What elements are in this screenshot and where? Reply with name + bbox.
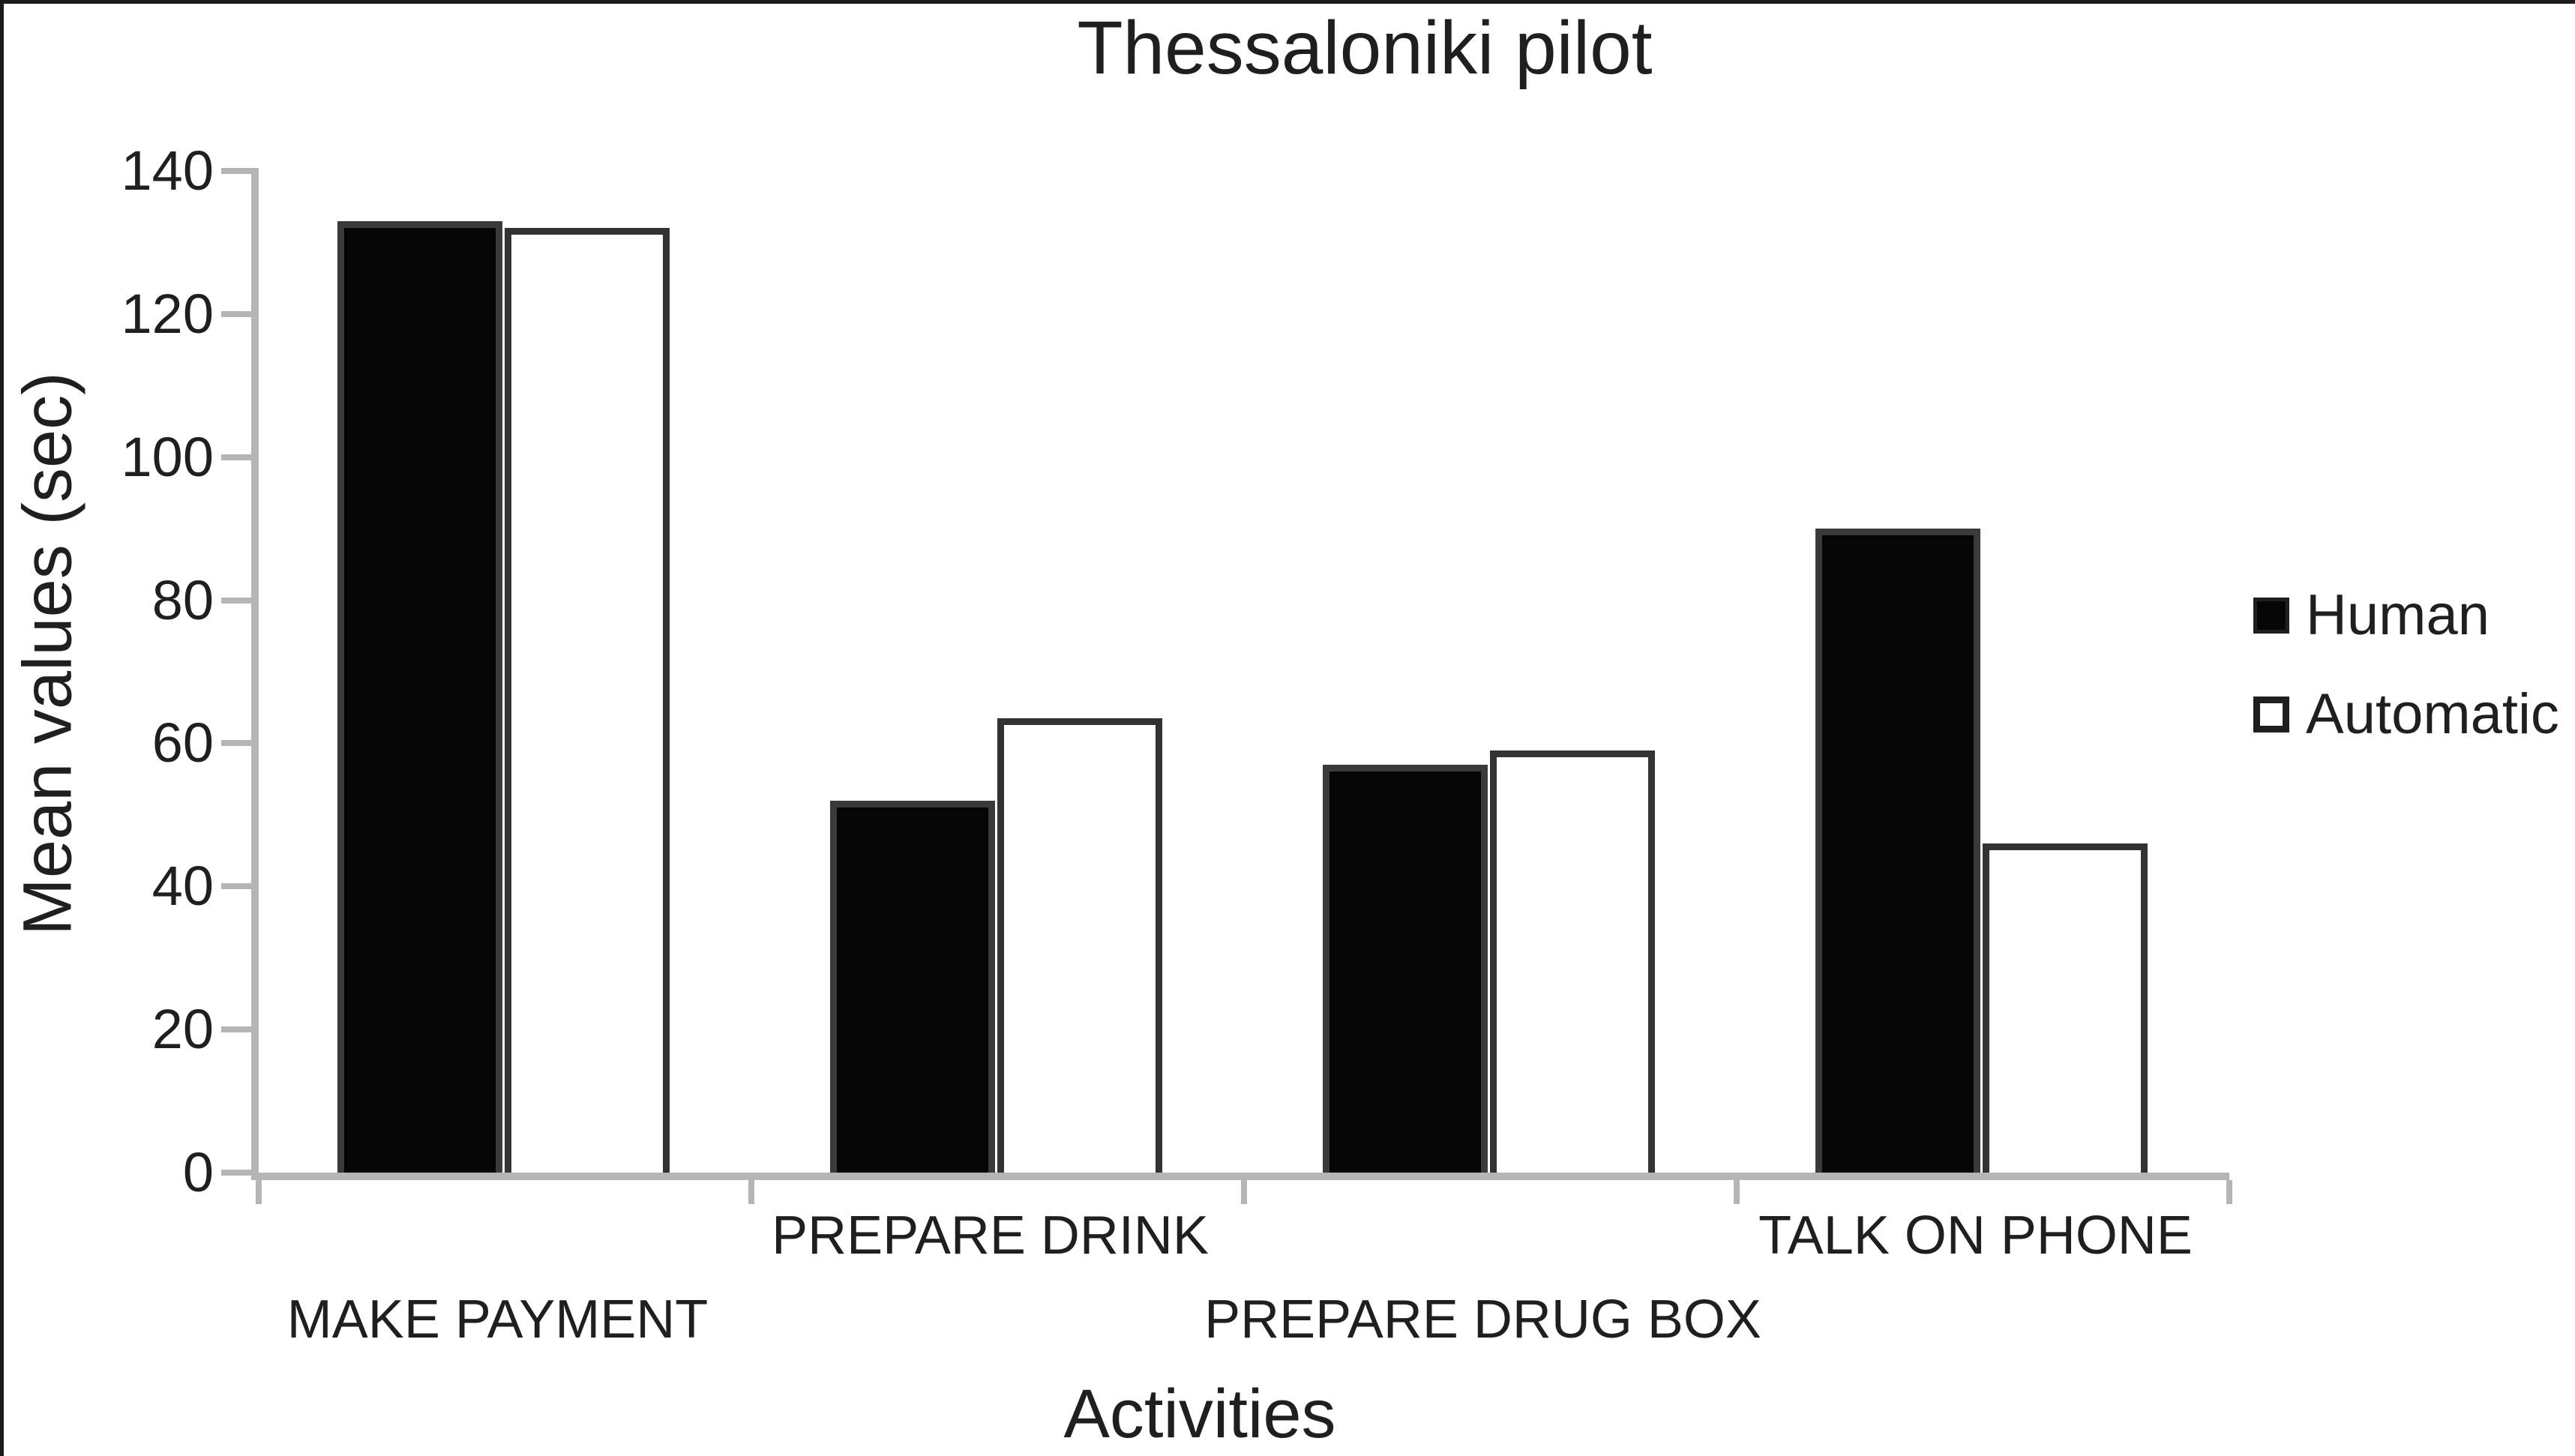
- chart-title: Thessaloniki pilot: [1077, 6, 1653, 90]
- x-axis-boundary-tick-1: [748, 1180, 754, 1204]
- y-tick-label-80: 80: [151, 568, 214, 631]
- x-label-prepare-drink: PREPARE DRINK: [772, 1206, 1209, 1266]
- y-tick-label-60: 60: [151, 712, 214, 774]
- y-tick-140: [221, 168, 259, 174]
- y-tick-100: [221, 454, 259, 460]
- x-axis-boundary-tick-2: [1241, 1180, 1247, 1204]
- x-axis-boundary-tick-0: [256, 1180, 262, 1204]
- x-label-talk-on-phone: TALK ON PHONE: [1758, 1206, 2193, 1266]
- bar-human-prepare-drink: [830, 801, 995, 1173]
- legend-swatch-human-icon: [2253, 598, 2289, 634]
- figure-top-border: [0, 0, 2575, 4]
- y-tick-80: [221, 597, 259, 604]
- legend-item-automatic: Automatic: [2253, 686, 2559, 743]
- y-tick-label-0: 0: [182, 1141, 214, 1203]
- x-axis-boundary-tick-3: [1734, 1180, 1740, 1204]
- y-tick-label-40: 40: [151, 855, 214, 918]
- bar-automatic-prepare-drug-box: [1490, 750, 1655, 1173]
- figure-left-border: [0, 0, 4, 1456]
- bar-human-make-payment: [337, 221, 502, 1173]
- x-axis-boundary-tick-4: [2226, 1180, 2232, 1204]
- bar-automatic-prepare-drink: [997, 718, 1162, 1173]
- bar-automatic-talk-on-phone: [1983, 843, 2148, 1173]
- y-tick-40: [221, 883, 259, 890]
- y-tick-label-20: 20: [151, 998, 214, 1061]
- y-tick-60: [221, 740, 259, 747]
- x-label-make-payment: MAKE PAYMENT: [286, 1290, 709, 1350]
- plot-area: [221, 168, 2232, 1204]
- legend-item-human: Human: [2253, 587, 2559, 644]
- legend: Human Automatic: [2253, 587, 2559, 743]
- bar-human-talk-on-phone: [1815, 529, 1980, 1173]
- y-tick-label-100: 100: [121, 425, 214, 488]
- legend-label-automatic: Automatic: [2306, 682, 2559, 746]
- bar-human-prepare-drug-box: [1323, 765, 1488, 1173]
- y-tick-120: [221, 310, 259, 317]
- y-tick-label-140: 140: [121, 139, 214, 202]
- x-label-prepare-drug-box: PREPARE DRUG BOX: [1204, 1290, 1761, 1350]
- y-tick-label-120: 120: [121, 282, 214, 345]
- legend-swatch-automatic-icon: [2253, 697, 2289, 732]
- x-axis-title: Activities: [1063, 1376, 1336, 1452]
- legend-label-human: Human: [2306, 583, 2490, 647]
- y-tick-0: [221, 1170, 259, 1176]
- bar-automatic-make-payment: [505, 228, 670, 1173]
- y-tick-20: [221, 1026, 259, 1033]
